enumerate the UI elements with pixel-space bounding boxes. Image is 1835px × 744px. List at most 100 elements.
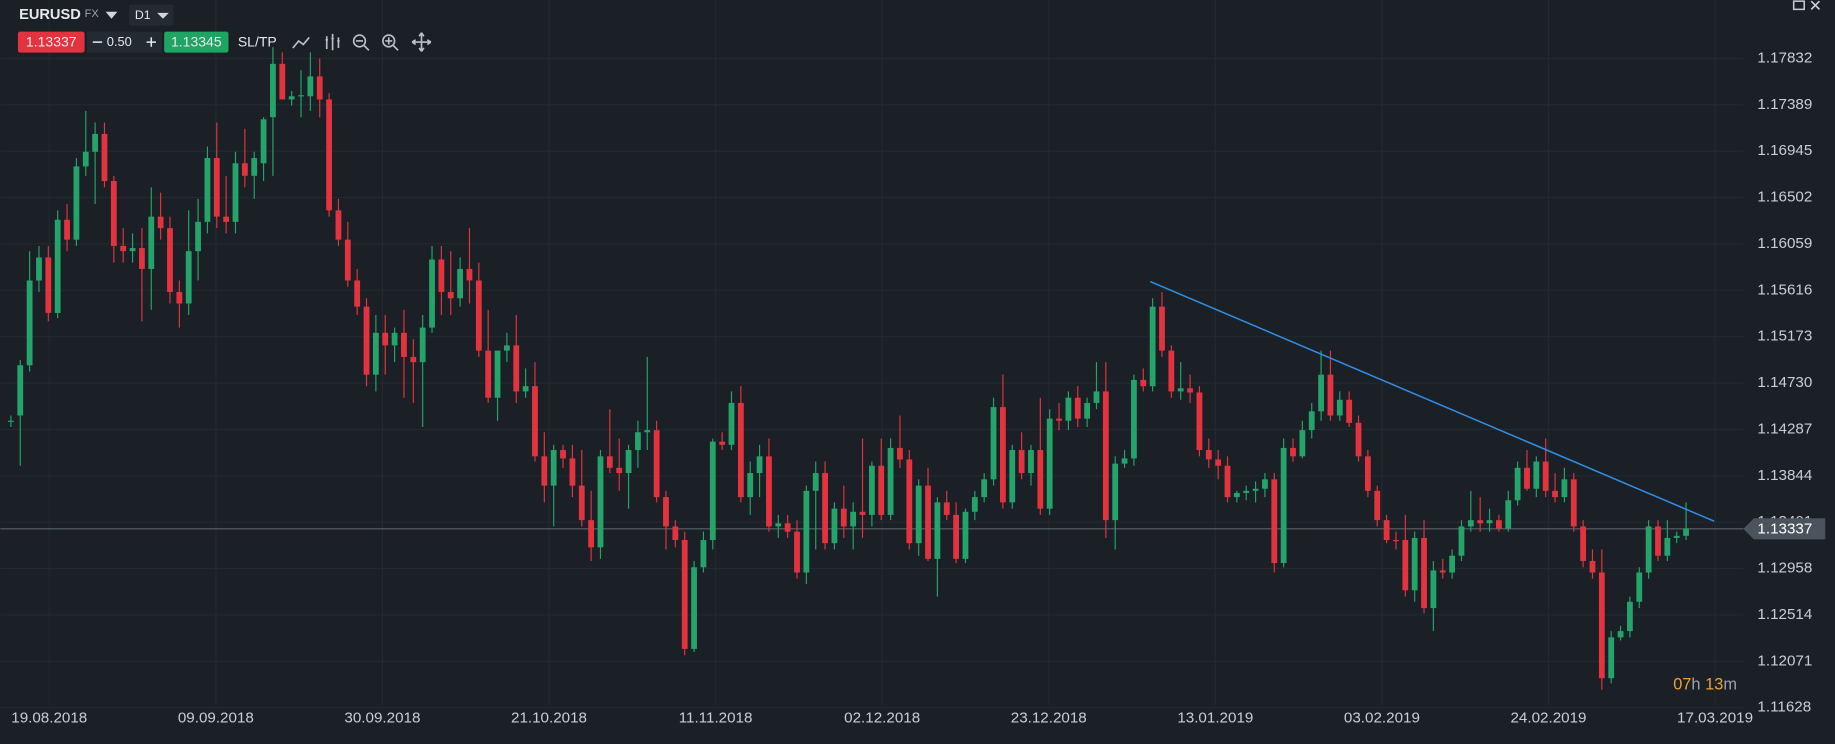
candle-body xyxy=(148,216,155,269)
y-tick-label: 1.15173 xyxy=(1757,328,1812,345)
candle-body xyxy=(999,407,1006,503)
zoom-out-icon[interactable] xyxy=(352,34,367,48)
candle-body xyxy=(213,158,220,217)
line-chart-icon[interactable] xyxy=(292,36,310,49)
candle-body xyxy=(953,514,960,559)
buy-button[interactable] xyxy=(164,31,229,53)
candle-body xyxy=(588,520,595,548)
timeframe[interactable]: D1 xyxy=(135,8,151,22)
candle-body xyxy=(803,490,810,573)
candle-body xyxy=(1439,570,1446,573)
candle-body xyxy=(822,473,828,544)
candle-body xyxy=(812,473,819,491)
candle-body xyxy=(101,133,108,182)
candle-body xyxy=(1552,490,1558,498)
candle-body xyxy=(1673,535,1680,538)
candle-body xyxy=(73,166,80,240)
candle-body xyxy=(1411,537,1418,591)
candle-body xyxy=(709,441,716,541)
candle-body xyxy=(372,332,379,375)
candle-body xyxy=(1495,520,1502,529)
candle-body xyxy=(878,465,885,515)
candle-body xyxy=(1056,418,1062,421)
symbol[interactable]: EURUSD xyxy=(19,7,81,23)
candle-body xyxy=(1486,520,1493,524)
candle-body xyxy=(335,210,342,240)
candle-body xyxy=(1252,488,1259,491)
candle-body xyxy=(1121,458,1128,464)
sell-button[interactable] xyxy=(17,31,85,53)
ask-price[interactable]: 1.13345 xyxy=(171,33,222,49)
candle-body xyxy=(1037,450,1044,509)
timeframe-box[interactable] xyxy=(129,4,174,26)
candle-body xyxy=(784,523,791,532)
bid-price[interactable]: 1.13337 xyxy=(26,33,77,49)
x-tick-label: 24.02.2019 xyxy=(1510,709,1586,726)
candle-body xyxy=(185,251,192,304)
x-tick-label: 09.09.2018 xyxy=(178,709,254,726)
candle-body xyxy=(1364,456,1371,491)
y-tick-label: 1.12071 xyxy=(1757,652,1812,669)
candle-body xyxy=(1271,479,1278,564)
candle-body xyxy=(1355,422,1362,457)
candle-body xyxy=(1524,467,1530,489)
candle-body xyxy=(1458,526,1465,556)
candle-body xyxy=(1093,391,1100,403)
candle-body xyxy=(1065,397,1072,421)
candle-body xyxy=(1664,537,1671,556)
symbol-dropdown[interactable] xyxy=(105,11,118,19)
timeframe-dropdown[interactable] xyxy=(157,12,169,19)
candle-body xyxy=(110,181,117,246)
candle-body xyxy=(129,248,136,252)
candle-body xyxy=(1102,391,1109,521)
zoom-in-icon-detail xyxy=(385,37,399,51)
sl-tp-button[interactable]: SL/TP xyxy=(238,33,277,49)
close-button[interactable] xyxy=(1810,0,1821,10)
candle-body xyxy=(1374,490,1381,521)
candle-body xyxy=(635,432,641,451)
candle-body xyxy=(1467,520,1474,527)
candles-icon[interactable] xyxy=(325,33,340,51)
candle-body xyxy=(766,456,772,527)
candle-body xyxy=(260,119,267,164)
candle-body xyxy=(139,248,145,269)
candle-body xyxy=(1074,397,1081,419)
current-price-tag xyxy=(1743,518,1826,540)
countdown-hours: 07 xyxy=(1673,676,1691,694)
candle-body xyxy=(756,456,763,474)
candle-body xyxy=(1561,479,1568,498)
candle-body xyxy=(522,386,529,392)
market: FX xyxy=(85,8,100,20)
candle-body xyxy=(232,163,239,222)
increase-button[interactable] xyxy=(146,37,156,47)
axes-layer: 1.17832 1.17389 1.16945 1.16502 1.16059 1.156… xyxy=(11,49,1826,726)
candle-body xyxy=(251,158,258,176)
candle-body xyxy=(840,508,847,527)
maximize-button[interactable] xyxy=(1792,0,1805,11)
candle-body xyxy=(1308,411,1315,431)
candle-body xyxy=(204,158,211,222)
candle-body xyxy=(906,459,913,544)
x-tick-label: 21.10.2018 xyxy=(511,709,587,726)
candle-body xyxy=(1224,465,1231,498)
candle-body xyxy=(326,99,332,211)
candle-body xyxy=(981,479,988,498)
candle-body xyxy=(429,259,435,328)
y-tick-label: 1.17832 xyxy=(1757,49,1812,66)
y-tick-label: 1.15616 xyxy=(1757,281,1812,298)
candle-body xyxy=(672,526,679,541)
candle-body xyxy=(597,456,604,548)
candle-body xyxy=(82,151,89,167)
candle-body xyxy=(1608,637,1615,679)
pan-icon[interactable] xyxy=(411,32,432,52)
candle-body xyxy=(532,386,538,457)
spread: 0.50 xyxy=(107,34,132,49)
y-tick-label: 1.14287 xyxy=(1757,420,1812,437)
zoom-in-icon[interactable] xyxy=(382,34,396,48)
candle-body xyxy=(943,502,950,515)
candle-body xyxy=(410,356,417,363)
x-tick-label: 11.11.2018 xyxy=(679,709,753,726)
candle-body xyxy=(391,332,398,346)
candle-body xyxy=(176,291,183,304)
candle-body xyxy=(868,465,875,515)
